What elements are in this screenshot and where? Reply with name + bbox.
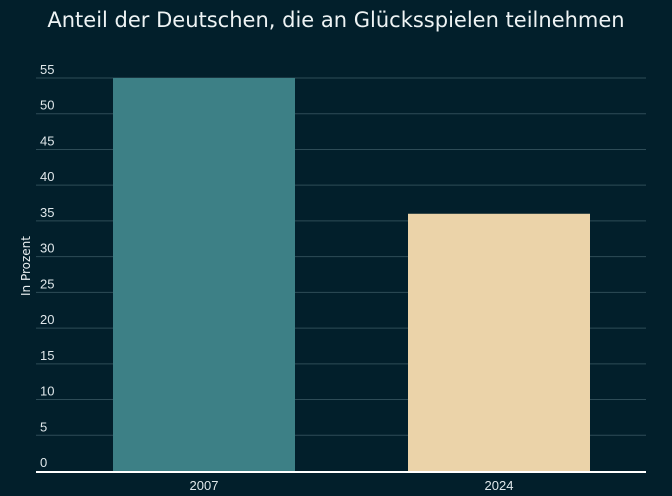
bar-2007 bbox=[113, 78, 295, 471]
bar-2024 bbox=[408, 213, 590, 471]
x-tick-label: 2007 bbox=[190, 478, 219, 493]
chart-title: Anteil der Deutschen, die an Glücksspiel… bbox=[47, 8, 625, 32]
x-tick-label: 2024 bbox=[485, 478, 514, 493]
y-tick-label: 10 bbox=[40, 384, 54, 399]
y-tick-label: 40 bbox=[40, 169, 54, 184]
y-tick-label: 55 bbox=[40, 62, 54, 77]
y-tick-label: 0 bbox=[40, 455, 47, 470]
y-tick-label: 25 bbox=[40, 276, 54, 291]
y-tick-label: 5 bbox=[40, 419, 47, 434]
y-tick-label: 45 bbox=[40, 133, 54, 148]
y-tick-label: 15 bbox=[40, 348, 54, 363]
y-tick-label: 30 bbox=[40, 241, 54, 256]
y-tick-label: 50 bbox=[40, 98, 54, 113]
y-tick-label: 20 bbox=[40, 312, 54, 327]
y-tick-label: 35 bbox=[40, 205, 54, 220]
